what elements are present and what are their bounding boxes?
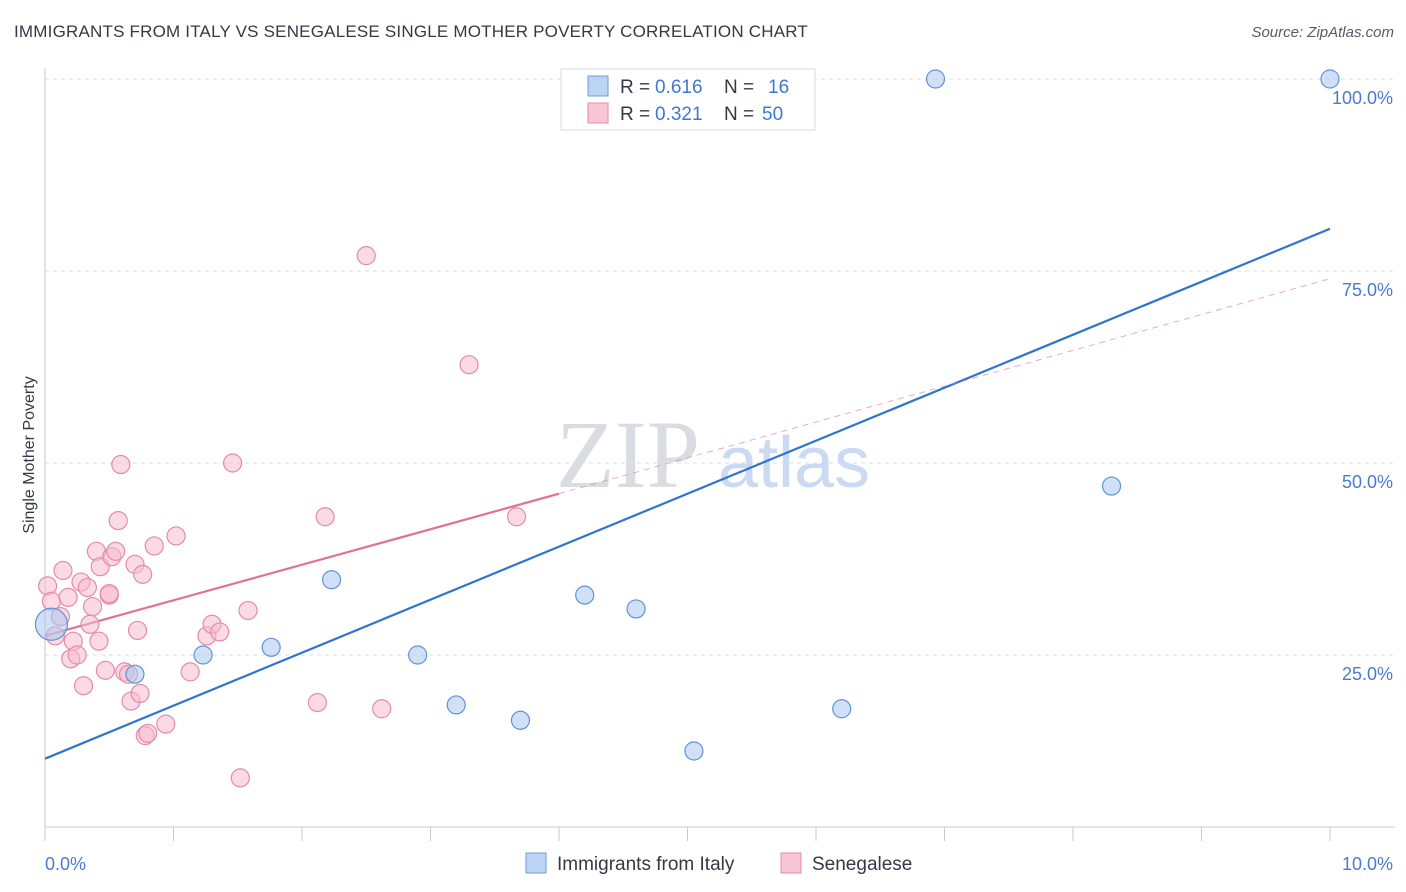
point-italy-6 <box>446 695 466 715</box>
point-senegalese-15 <box>89 631 109 651</box>
point-senegalese-4 <box>53 560 73 581</box>
point-italy-14 <box>1101 476 1122 496</box>
trend-line-extension-2 <box>558 278 1331 495</box>
point-italy-13 <box>925 69 946 89</box>
point-senegalese-10 <box>73 676 94 696</box>
point-senegalese-11 <box>77 577 98 598</box>
point-senegalese-45 <box>356 246 376 266</box>
point-italy-10 <box>684 741 704 761</box>
point-senegalese-29 <box>130 683 150 704</box>
legend: R = 0.616 N = 16 R = 0.321 N = 50 <box>560 68 816 131</box>
x-tick-label-0: 0.0% <box>45 854 86 874</box>
grid-lines <box>45 78 1395 656</box>
point-senegalese-43 <box>307 693 328 713</box>
trend-lines <box>44 227 1331 760</box>
point-italy-2 <box>193 645 213 665</box>
legend-r-value-1: 0.616 <box>655 77 703 98</box>
point-senegalese-47 <box>459 355 479 375</box>
point-italy-3 <box>261 637 281 657</box>
point-italy-5 <box>408 645 428 665</box>
point-senegalese-8 <box>67 645 87 665</box>
point-senegalese-19 <box>99 583 119 604</box>
y-tick-label-0: 25.0% <box>1342 664 1393 684</box>
point-senegalese-48 <box>506 507 527 527</box>
point-senegalese-44 <box>315 507 335 527</box>
point-senegalese-46 <box>372 699 392 719</box>
y-axis-label: Single Mother Poverty <box>21 376 38 533</box>
point-senegalese-35 <box>166 526 186 546</box>
bottom-legend-label-italy: Immigrants from Italy <box>557 854 735 875</box>
axes <box>44 68 1395 841</box>
point-senegalese-23 <box>111 454 131 475</box>
legend-r-value-2: 0.321 <box>655 104 703 125</box>
y-tick-labels: 25.0% 50.0% 75.0% 100.0% <box>1332 88 1393 684</box>
point-italy-0 <box>34 607 69 641</box>
point-italy-15 <box>1320 69 1340 89</box>
point-italy-9 <box>626 599 646 619</box>
bottom-legend-swatch-italy <box>525 852 547 874</box>
legend-r-label-2: R = <box>620 104 650 125</box>
point-italy-7 <box>510 710 531 730</box>
point-senegalese-36 <box>180 662 200 682</box>
point-senegalese-5 <box>58 587 78 608</box>
point-senegalese-42 <box>238 600 258 621</box>
chart-title: IMMIGRANTS FROM ITALY VS SENEGALESE SING… <box>14 22 808 41</box>
legend-n-label-2: N = <box>724 104 754 125</box>
point-italy-1 <box>125 664 145 684</box>
bottom-legend-swatch-senegalese <box>780 852 802 874</box>
legend-n-value-2: 50 <box>762 104 783 125</box>
point-senegalese-41 <box>230 768 250 788</box>
bottom-legend-label-senegalese: Senegalese <box>812 854 912 875</box>
watermark-atlas: atlas <box>718 423 870 503</box>
point-senegalese-12 <box>80 614 100 634</box>
point-senegalese-21 <box>106 541 126 561</box>
y-tick-label-1: 50.0% <box>1342 472 1393 492</box>
y-tick-label-3: 100.0% <box>1332 88 1393 108</box>
x-tick-labels: 0.0% 10.0% <box>45 854 1393 874</box>
x-tick-label-1: 10.0% <box>1342 854 1393 874</box>
point-italy-8 <box>575 585 595 605</box>
point-senegalese-39 <box>210 622 230 642</box>
point-senegalese-17 <box>95 660 115 680</box>
source-credit: Source: ZipAtlas.com <box>1251 24 1394 41</box>
legend-swatch-senegalese <box>587 102 609 124</box>
data-points <box>34 69 1340 788</box>
legend-swatch-italy <box>587 75 609 97</box>
watermark-zip: ZIP <box>556 401 700 508</box>
trend-line-2 <box>44 492 560 637</box>
legend-n-value-1: 16 <box>768 77 789 98</box>
point-italy-4 <box>321 570 342 590</box>
series-legend: Immigrants from Italy Senegalese <box>525 852 912 875</box>
watermark: ZIP atlas <box>556 401 870 508</box>
point-senegalese-34 <box>156 714 176 734</box>
point-italy-12 <box>832 699 852 719</box>
legend-n-label-1: N = <box>724 77 754 98</box>
point-senegalese-40 <box>223 453 243 473</box>
point-senegalese-32 <box>138 723 158 743</box>
point-senegalese-28 <box>127 620 148 641</box>
point-senegalese-13 <box>82 597 103 617</box>
point-senegalese-30 <box>133 564 153 584</box>
point-senegalese-33 <box>144 536 164 556</box>
point-senegalese-22 <box>108 510 128 531</box>
trend-line-1 <box>44 227 1331 760</box>
y-tick-label-2: 75.0% <box>1342 280 1393 300</box>
legend-r-label-1: R = <box>620 77 650 98</box>
